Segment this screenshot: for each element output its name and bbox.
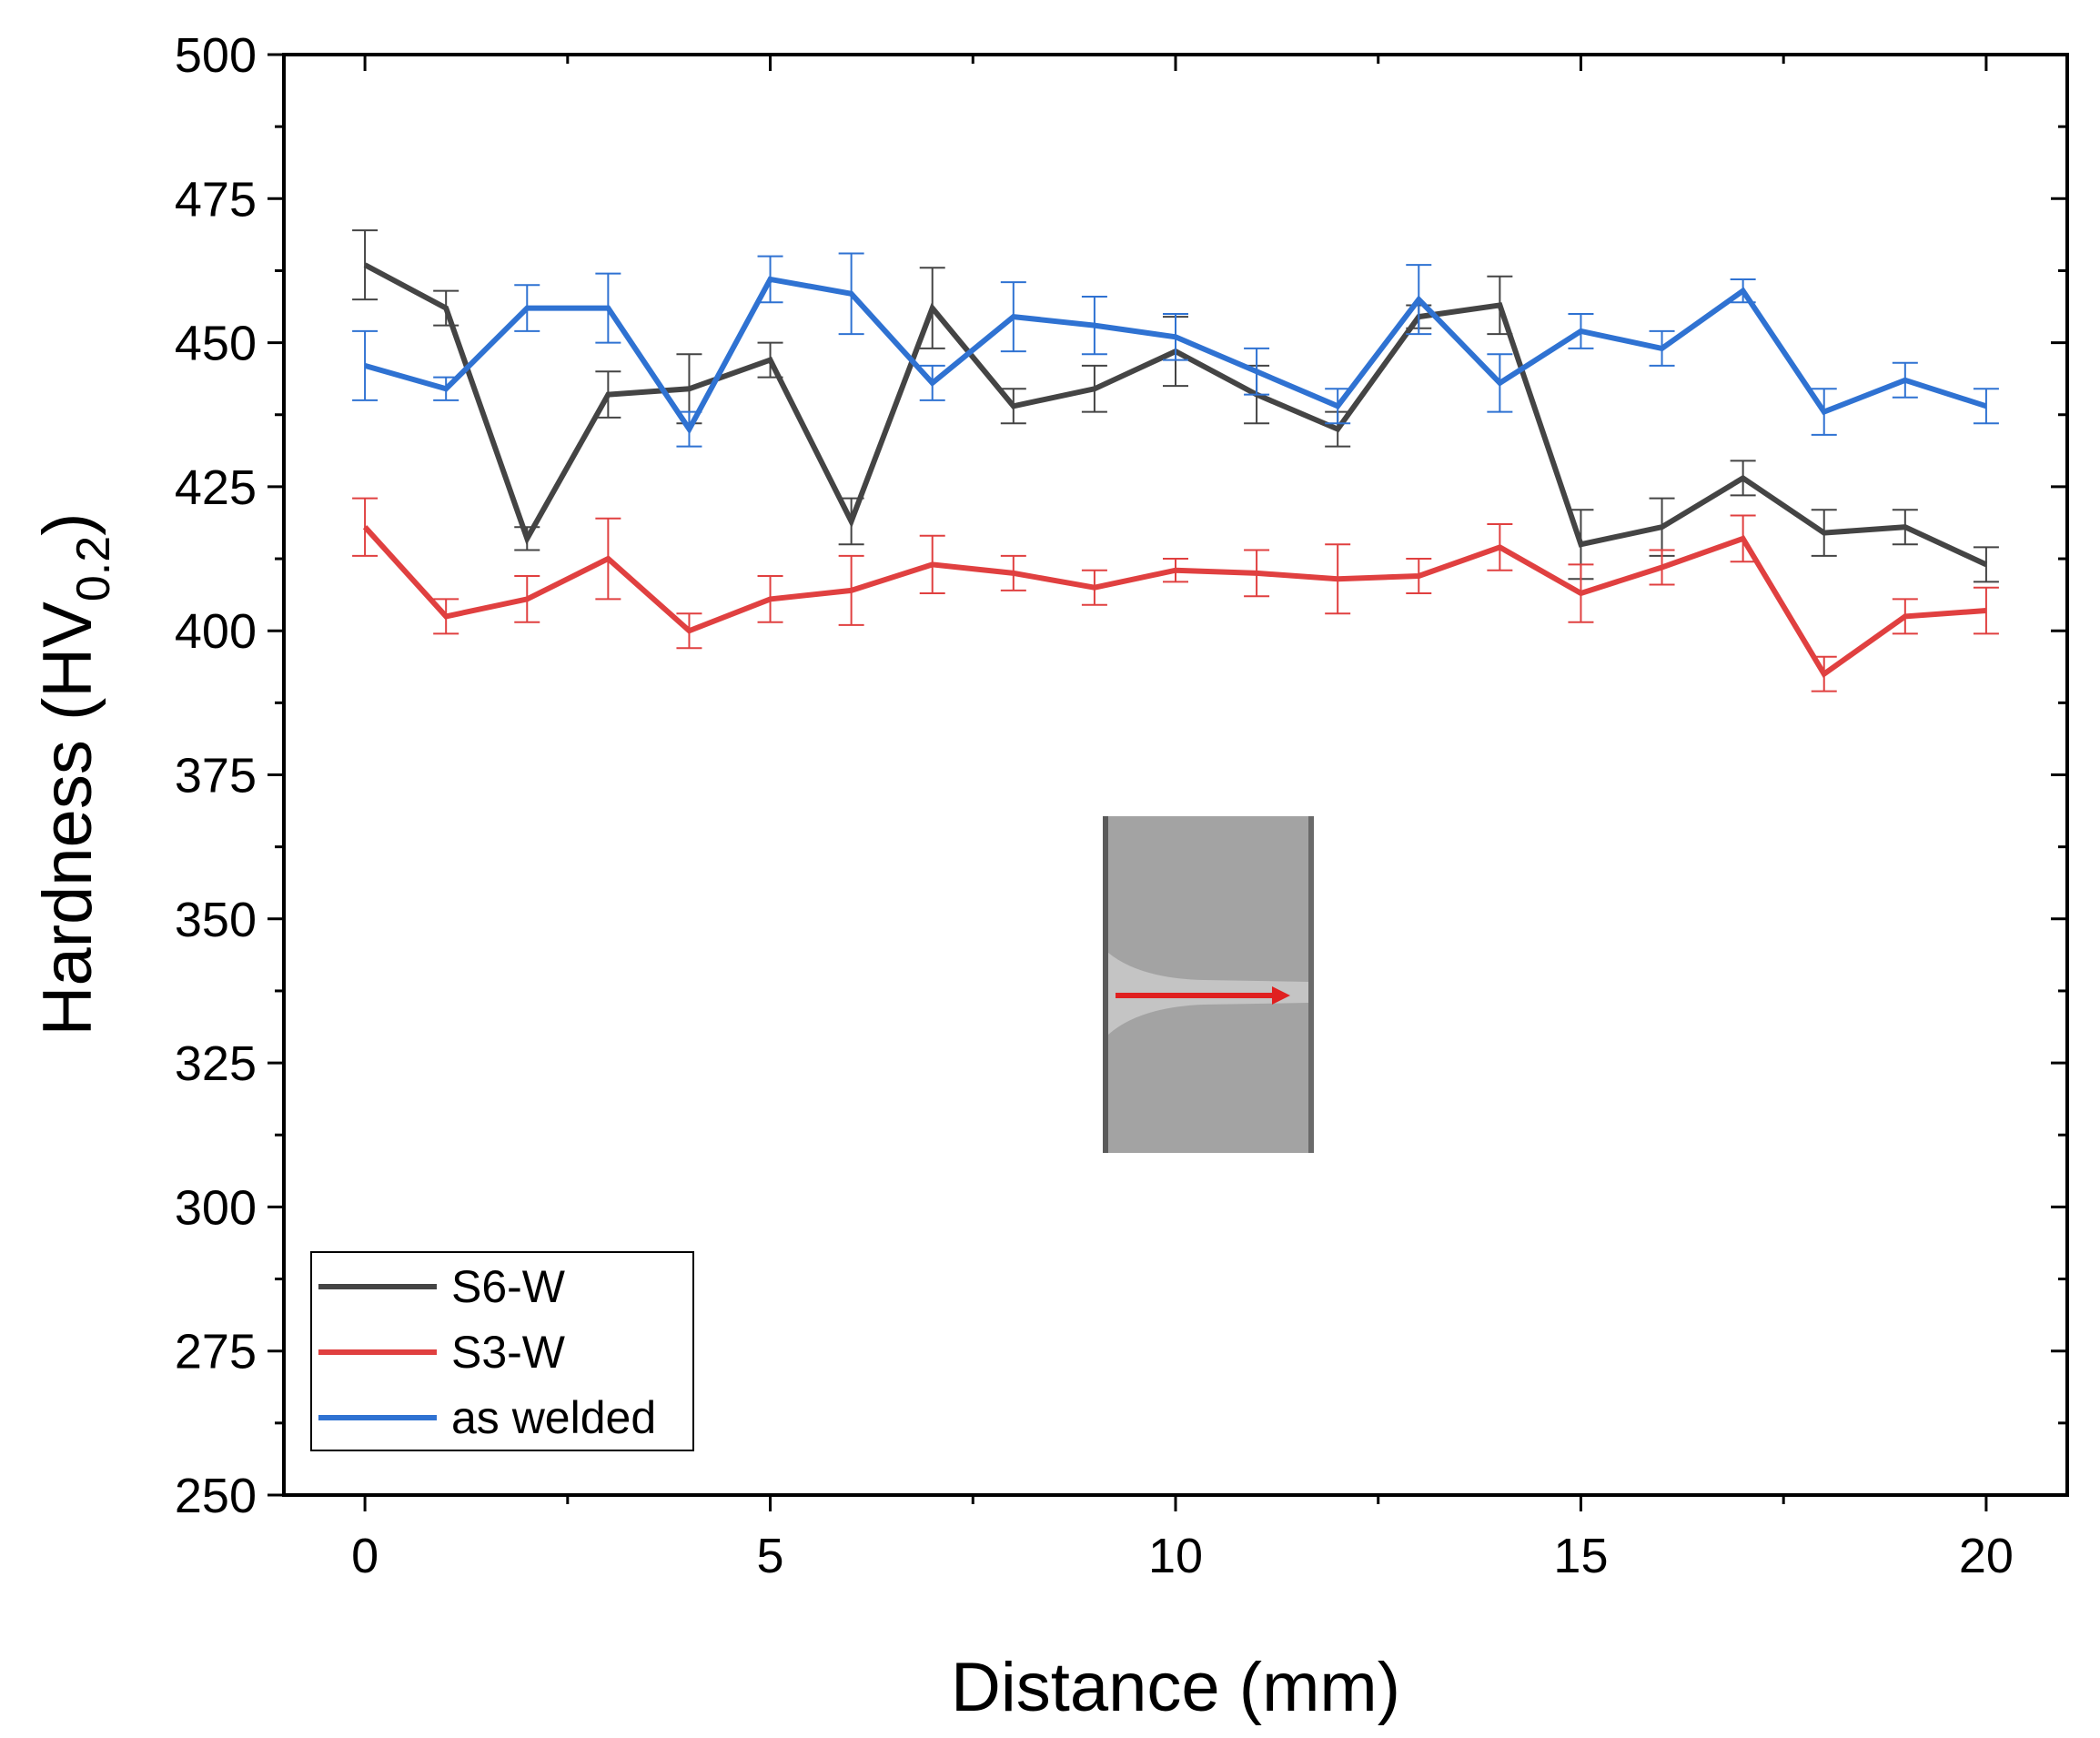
series-s6-w <box>352 229 1999 583</box>
y-tick-label: 300 <box>175 1180 257 1235</box>
y-tick-label: 400 <box>175 604 257 659</box>
y-tick-label: 375 <box>175 749 257 803</box>
inset-right-edge <box>1308 816 1314 1153</box>
y-axis-title-main: Hardness (HV <box>29 601 106 1036</box>
y-tick-label: 350 <box>175 893 257 947</box>
legend-label: S6-W <box>451 1261 566 1312</box>
inset-specimen-image <box>1103 816 1314 1153</box>
x-tick-label: 10 <box>1148 1529 1203 1583</box>
y-tick-label: 475 <box>175 172 257 227</box>
y-axis-title-close: ) <box>29 513 106 536</box>
x-tick-label: 20 <box>1959 1529 2014 1583</box>
inset-arrow-head <box>1272 986 1290 1005</box>
inset-left-edge <box>1103 816 1108 1153</box>
x-tick-label: 15 <box>1553 1529 1608 1583</box>
series-s3-w <box>352 497 1999 692</box>
legend-label: S3-W <box>451 1327 566 1378</box>
y-tick-label: 425 <box>175 460 257 515</box>
tick-labels: 250 275 300 325 350 375 400 425 450 475 500 0 5 10 15 2… <box>175 28 2014 1583</box>
legend: S6-W S3-W as welded <box>310 1251 694 1451</box>
y-tick-label: 250 <box>175 1469 257 1523</box>
series-line <box>362 525 1987 679</box>
plot-frame <box>282 53 2069 1497</box>
series-line <box>364 276 1987 435</box>
y-tick-label: 325 <box>175 1036 257 1091</box>
y-tick-label: 450 <box>175 317 257 371</box>
y-axis-title: Hardness (HV0.2) <box>29 513 120 1036</box>
x-tick-label: 5 <box>757 1529 784 1583</box>
y-tick-label: 500 <box>175 28 257 83</box>
x-tick-label: 0 <box>351 1529 379 1583</box>
data-series <box>352 229 1999 692</box>
series-as-welded <box>352 252 1999 448</box>
y-tick-label: 275 <box>175 1325 257 1379</box>
y-axis-title-subscript: 0.2 <box>67 536 120 601</box>
x-axis-title: Distance (mm) <box>951 1649 1400 1726</box>
legend-label: as welded <box>451 1392 656 1443</box>
